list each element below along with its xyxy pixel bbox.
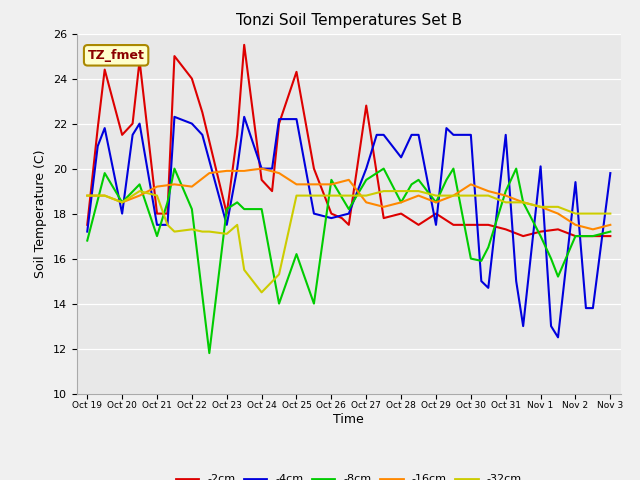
Text: TZ_fmet: TZ_fmet (88, 49, 145, 62)
Title: Tonzi Soil Temperatures Set B: Tonzi Soil Temperatures Set B (236, 13, 462, 28)
Legend: -2cm, -4cm, -8cm, -16cm, -32cm: -2cm, -4cm, -8cm, -16cm, -32cm (172, 470, 526, 480)
X-axis label: Time: Time (333, 413, 364, 426)
Y-axis label: Soil Temperature (C): Soil Temperature (C) (35, 149, 47, 278)
